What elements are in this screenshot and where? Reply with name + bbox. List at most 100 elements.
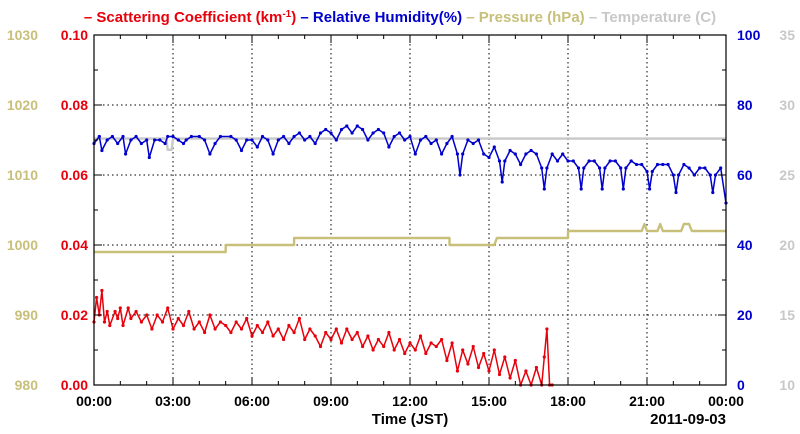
legend-item-temp: – Temperature ( bbox=[585, 9, 701, 26]
legend-item-rh: – Relative Humidity(%) bbox=[296, 9, 462, 26]
scattering-point bbox=[234, 320, 238, 324]
humidity-point bbox=[260, 134, 265, 139]
humidity-point bbox=[461, 152, 465, 156]
humidity-point bbox=[508, 148, 512, 153]
humidity-point bbox=[147, 155, 151, 160]
scattering-point bbox=[129, 316, 133, 321]
humidity-point bbox=[540, 166, 544, 170]
humidity-point bbox=[482, 152, 486, 156]
scattering-point bbox=[513, 358, 517, 363]
scattering-point bbox=[497, 372, 502, 377]
scattering-point bbox=[366, 334, 370, 338]
humidity-point bbox=[139, 141, 143, 146]
scattering-point bbox=[181, 323, 186, 328]
scattering-point bbox=[266, 320, 270, 324]
humidity-point bbox=[184, 138, 188, 142]
scattering-tick-label: 0.04 bbox=[61, 237, 88, 253]
humidity-point bbox=[324, 127, 328, 132]
axis-tick-labels: 00:00 03:00 06:00 09:00 12:00 15:00 18:00 21:00… bbox=[7, 27, 795, 409]
scattering-point bbox=[524, 369, 528, 373]
humidity-point bbox=[476, 138, 481, 142]
x-tick-label: 09:00 bbox=[313, 393, 349, 409]
series-layer bbox=[92, 124, 728, 387]
scattering-point bbox=[292, 330, 296, 335]
humidity-point bbox=[682, 162, 686, 167]
humidity-point bbox=[555, 159, 560, 163]
scattering-point bbox=[297, 316, 301, 321]
scattering-point bbox=[492, 348, 496, 352]
scattering-point bbox=[113, 309, 117, 314]
scattering-point bbox=[413, 348, 417, 352]
x-tick-label: 06:00 bbox=[234, 393, 270, 409]
humidity-point bbox=[318, 131, 323, 135]
x-tick-label: 21:00 bbox=[629, 393, 665, 409]
humidity-point bbox=[674, 190, 678, 195]
humidity-point bbox=[513, 152, 517, 156]
humidity-point bbox=[189, 134, 193, 139]
scattering-point bbox=[126, 306, 130, 310]
humidity-point bbox=[429, 141, 433, 146]
humidity-point bbox=[529, 148, 533, 153]
chart-legend: – Scattering Coefficient (km-1) – Relati… bbox=[84, 9, 716, 27]
scattering-point bbox=[440, 337, 444, 342]
humidity-point bbox=[440, 152, 444, 156]
scattering-point bbox=[239, 327, 244, 331]
legend-suffix-scat: ) bbox=[291, 9, 296, 26]
scattering-point bbox=[445, 358, 449, 363]
scattering-point bbox=[197, 320, 201, 324]
humidity-point bbox=[608, 159, 612, 163]
scattering-point bbox=[350, 337, 354, 342]
humidity-point bbox=[181, 141, 186, 146]
humidity-point bbox=[382, 131, 386, 135]
scattering-point bbox=[229, 330, 233, 335]
humidity-point bbox=[124, 152, 128, 156]
scattering-point bbox=[476, 365, 481, 370]
humidity-point bbox=[458, 173, 462, 177]
scattering-point bbox=[218, 320, 222, 324]
humidity-point bbox=[308, 134, 312, 139]
humidity-point bbox=[661, 162, 665, 167]
humidity-point bbox=[121, 134, 125, 139]
humidity-point bbox=[250, 138, 254, 142]
scattering-point bbox=[371, 348, 375, 352]
humidity-point bbox=[524, 152, 528, 156]
humidity-point bbox=[545, 166, 549, 170]
scattering-point bbox=[471, 344, 475, 349]
humidity-point bbox=[692, 173, 697, 177]
humidity-point bbox=[371, 131, 375, 135]
humidity-point bbox=[229, 134, 233, 139]
humidity-tick-label: 100 bbox=[737, 27, 761, 43]
scattering-point bbox=[287, 323, 291, 328]
humidity-point bbox=[418, 138, 423, 142]
scattering-point bbox=[450, 341, 454, 345]
humidity-point bbox=[345, 124, 349, 128]
humidity-point bbox=[424, 134, 428, 139]
pressure-tick-label: 990 bbox=[15, 307, 39, 323]
humidity-point bbox=[613, 159, 618, 163]
grid-lines bbox=[94, 35, 726, 385]
scattering-point bbox=[392, 348, 396, 352]
scattering-point bbox=[345, 327, 349, 331]
humidity-point bbox=[218, 134, 222, 139]
scattering-point bbox=[255, 323, 259, 328]
humidity-point bbox=[239, 148, 244, 153]
humidity-point bbox=[203, 138, 207, 142]
scattering-point bbox=[308, 327, 312, 331]
humidity-tick-label: 0 bbox=[737, 377, 745, 393]
x-tick-label: 15:00 bbox=[471, 393, 507, 409]
scattering-point bbox=[329, 337, 333, 342]
humidity-point bbox=[339, 127, 344, 132]
humidity-point bbox=[566, 159, 570, 163]
scattering-point bbox=[271, 334, 275, 338]
humidity-point bbox=[158, 138, 162, 142]
humidity-point bbox=[292, 134, 296, 139]
humidity-point bbox=[282, 134, 286, 139]
humidity-point bbox=[645, 169, 649, 174]
humidity-point bbox=[313, 141, 317, 146]
humidity-point bbox=[598, 166, 602, 170]
scattering-point bbox=[545, 327, 549, 331]
humidity-point bbox=[634, 162, 639, 167]
scattering-point bbox=[102, 320, 107, 324]
scattering-point bbox=[508, 376, 512, 380]
